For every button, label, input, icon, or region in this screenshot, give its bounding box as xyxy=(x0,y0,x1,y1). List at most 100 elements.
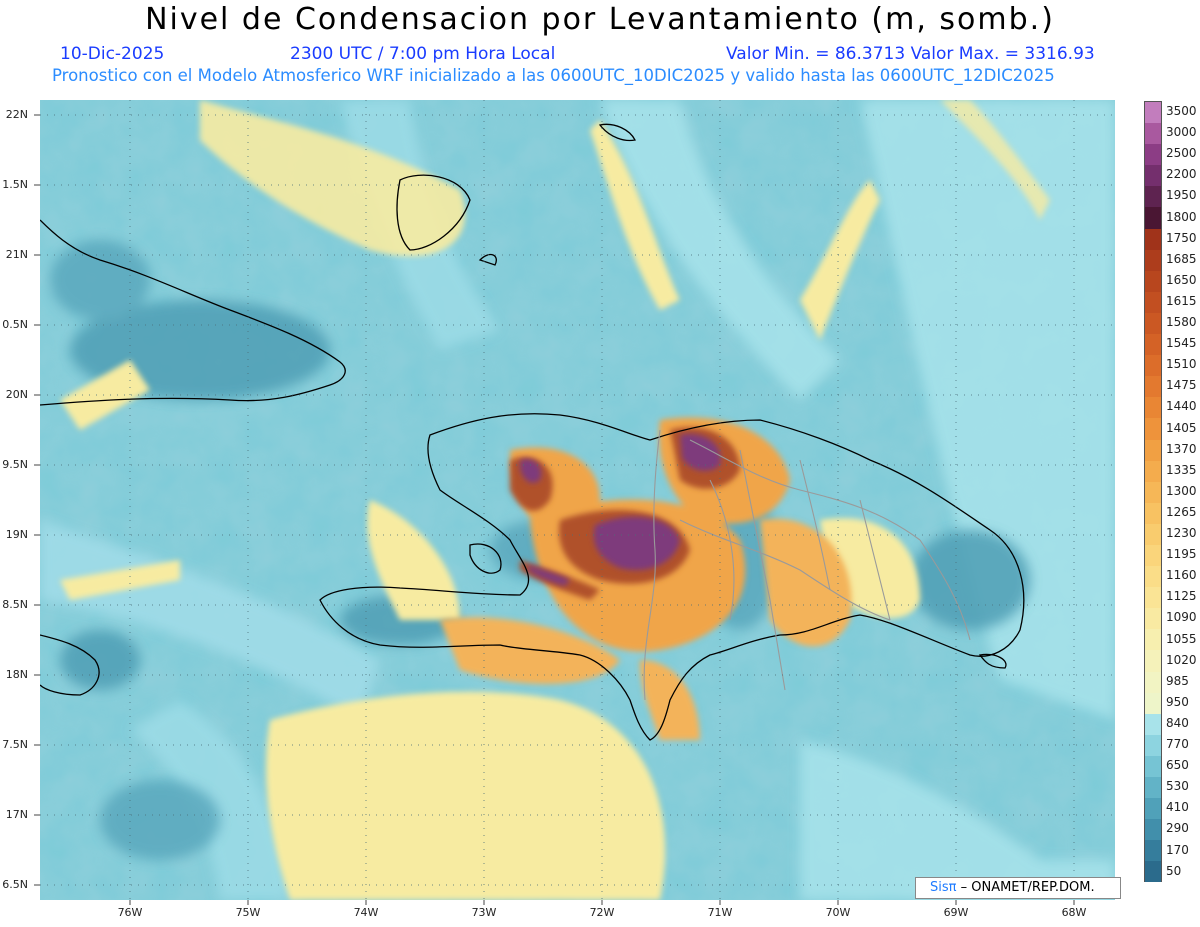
colorbar-label: 1090 xyxy=(1166,610,1197,625)
map-title: Nivel de Condensacion por Levantamiento … xyxy=(145,2,1055,37)
colorbar-label: 2500 xyxy=(1166,146,1197,161)
colorbar-segment xyxy=(1145,502,1161,524)
colorbar-label: 50 xyxy=(1166,863,1182,878)
colorbar-segment xyxy=(1145,312,1161,335)
colorbar-segment xyxy=(1145,755,1161,777)
colorbar-segment xyxy=(1145,566,1161,588)
credit-text: – ONAMET/REP.DOM. xyxy=(956,880,1095,895)
lat-label: 7.5N xyxy=(2,738,28,751)
colorbar-segment xyxy=(1145,355,1161,377)
colorbar-segment xyxy=(1145,523,1161,545)
colorbar-strip xyxy=(1144,101,1162,883)
credit-brand: Sisπ xyxy=(930,880,957,895)
colorbar-label: 1020 xyxy=(1166,652,1197,667)
colorbar-label: 1370 xyxy=(1166,441,1197,456)
colorbar-label: 1055 xyxy=(1166,631,1197,646)
lon-label: 71W xyxy=(707,906,733,919)
colorbar-segment xyxy=(1145,439,1161,461)
colorbar-label: 985 xyxy=(1166,673,1189,688)
colorbar-segment xyxy=(1145,270,1161,292)
colorbar-segment xyxy=(1145,165,1161,187)
lat-label: 22N xyxy=(5,108,28,121)
colorbar-segment xyxy=(1145,334,1161,356)
graticule xyxy=(40,100,1115,900)
colorbar-segment xyxy=(1145,376,1161,398)
colorbar-segment xyxy=(1145,102,1161,124)
colorbar-segment xyxy=(1145,397,1161,419)
colorbar-label: 1800 xyxy=(1166,209,1197,224)
colorbar-segment xyxy=(1145,777,1161,799)
lat-label: 21N xyxy=(5,248,28,261)
colorbar-label: 950 xyxy=(1166,694,1189,709)
colorbar-label: 1685 xyxy=(1166,251,1197,266)
colorbar-segment xyxy=(1145,186,1161,208)
colorbar-label: 170 xyxy=(1166,842,1189,857)
date-label: 10-Dic-2025 xyxy=(60,44,165,64)
colorbar-segment xyxy=(1145,249,1161,271)
model-info-line: Pronostico con el Modelo Atmosferico WRF… xyxy=(52,66,1055,85)
colorbar-segment xyxy=(1145,144,1161,166)
colorbar-label: 1195 xyxy=(1166,547,1197,562)
colorbar-segment xyxy=(1145,460,1161,482)
colorbar-label: 1405 xyxy=(1166,420,1197,435)
colorbar-segment xyxy=(1145,123,1161,145)
lat-label: 8.5N xyxy=(2,598,28,611)
colorbar-segment xyxy=(1145,207,1161,229)
province-borders xyxy=(643,429,971,701)
colorbar-label: 1265 xyxy=(1166,504,1197,519)
colorbar-segment xyxy=(1145,734,1161,756)
colorbar-label: 290 xyxy=(1166,821,1189,836)
colorbar-label: 1335 xyxy=(1166,462,1197,477)
colorbar-label: 3500 xyxy=(1166,104,1197,118)
colorbar-label: 1125 xyxy=(1166,589,1197,604)
colorbar-segment xyxy=(1145,291,1161,313)
colorbar-segment xyxy=(1145,671,1161,693)
colorbar-segment xyxy=(1145,692,1161,714)
colorbar-label: 410 xyxy=(1166,800,1189,815)
colorbar-label: 1950 xyxy=(1166,188,1197,203)
colorbar-label: 840 xyxy=(1166,715,1189,730)
axis-ticks xyxy=(34,114,1075,905)
lon-label: 70W xyxy=(825,906,851,919)
colorbar-label: 1580 xyxy=(1166,315,1197,329)
lat-label: 0.5N xyxy=(2,318,28,331)
lat-label: 18N xyxy=(5,668,28,681)
colorbar-segment xyxy=(1145,587,1161,609)
lon-label: 76W xyxy=(117,906,143,919)
colorbar-label: 650 xyxy=(1166,758,1189,773)
lat-label: 9.5N xyxy=(2,458,28,471)
lon-label: 68W xyxy=(1061,906,1087,919)
lon-label: 73W xyxy=(471,906,497,919)
colorbar-segment xyxy=(1145,840,1161,862)
colorbar-segment xyxy=(1145,228,1161,250)
colorbar-label: 770 xyxy=(1166,737,1189,751)
coastlines xyxy=(40,123,1025,741)
colorbar-label: 1160 xyxy=(1166,568,1197,583)
colorbar-segment xyxy=(1145,650,1161,672)
lat-label: 1.5N xyxy=(2,178,28,191)
yellow-regions xyxy=(60,100,1050,900)
colorbar-segment xyxy=(1145,418,1161,440)
minmax-label: Valor Min. = 86.3713 Valor Max. = 3316.9… xyxy=(726,44,1095,64)
colorbar-segment xyxy=(1145,861,1161,883)
lcl-map-svg xyxy=(40,100,1115,900)
colorbar-label: 1300 xyxy=(1166,483,1197,498)
colorbar-label: 530 xyxy=(1166,779,1189,794)
colorbar-label: 2200 xyxy=(1166,167,1197,182)
colorbar-segment xyxy=(1145,713,1161,735)
colorbar-segment xyxy=(1145,629,1161,651)
colorbar-label: 1440 xyxy=(1166,399,1197,414)
lat-label: 6.5N xyxy=(2,878,28,891)
lat-label: 20N xyxy=(5,388,28,401)
lat-label: 17N xyxy=(5,808,28,821)
colorbar-segment xyxy=(1145,798,1161,820)
colorbar-label: 1230 xyxy=(1166,526,1197,540)
lon-label: 72W xyxy=(589,906,615,919)
lon-label: 69W xyxy=(943,906,969,919)
colorbar-label: 1475 xyxy=(1166,378,1197,393)
time-label: 2300 UTC / 7:00 pm Hora Local xyxy=(290,44,556,64)
colorbar-segment xyxy=(1145,819,1161,841)
colorbar-label: 1615 xyxy=(1166,293,1197,308)
colorbar-segment xyxy=(1145,544,1161,567)
